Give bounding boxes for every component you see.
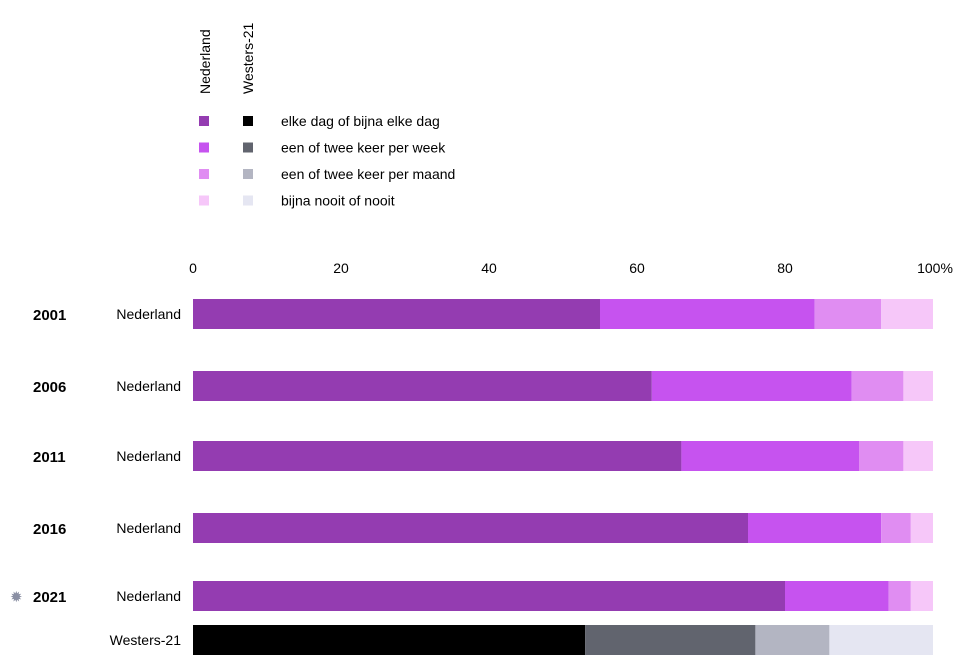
legend-swatch-westers-21-3 — [243, 195, 253, 206]
bar-segment-2016-3 — [910, 513, 933, 543]
legend-swatch-nederland-0 — [199, 116, 209, 126]
bar-segment-2006-1 — [651, 371, 852, 401]
bar-segment-2006-3 — [903, 371, 933, 401]
legend-label: een of twee keer per week — [281, 140, 446, 156]
x-tick-label: 0 — [189, 260, 197, 276]
legend-column-nederland: Nederland — [197, 29, 213, 94]
bar-segment-2001-0 — [193, 299, 600, 329]
row-labels: Nederland 2001 Nederland 2006 Nederland 2011 N… — [10, 306, 181, 648]
legend-label: bijna nooit of nooit — [281, 193, 395, 209]
bar-segment-2021-1 — [785, 581, 889, 611]
row-year-label: 2016 — [33, 521, 66, 538]
bar-segment-westers-21-0 — [193, 625, 586, 655]
bar-segment-westers-21-1 — [585, 625, 756, 655]
row-group-label: Nederland — [116, 378, 181, 394]
bar-segment-2016-0 — [193, 513, 748, 543]
legend-swatch-westers-21-0 — [243, 116, 253, 126]
bar-segment-2001-3 — [881, 299, 933, 329]
row-year-label: 2006 — [33, 379, 66, 396]
bar-segment-2006-0 — [193, 371, 652, 401]
row-group-label: Nederland — [116, 448, 181, 464]
bar-segment-2016-1 — [748, 513, 882, 543]
row-group-label: Nederland — [116, 588, 181, 604]
bar-segment-2011-3 — [903, 441, 933, 471]
row-year-label: 2001 — [33, 307, 66, 324]
x-axis: 0 20 40 60 80 100% — [189, 260, 953, 276]
x-tick-label: 20 — [333, 260, 349, 276]
x-tick-label: 40 — [481, 260, 497, 276]
bar-segment-2021-3 — [910, 581, 933, 611]
legend: Nederland Westers-21 elke dag of bijna e… — [197, 22, 455, 208]
bar-segment-westers-21-2 — [755, 625, 830, 655]
legend-column-westers-21: Westers-21 — [240, 22, 256, 94]
bar-segment-2021-0 — [193, 581, 785, 611]
legend-swatch-westers-21-2 — [243, 169, 253, 179]
bar-segment-2001-1 — [600, 299, 815, 329]
legend-swatch-nederland-2 — [199, 169, 209, 179]
bar-segment-2016-2 — [881, 513, 911, 543]
legend-swatch-nederland-3 — [199, 195, 209, 206]
row-year-label: 2021 — [33, 589, 66, 606]
row-group-label: Westers-21 — [110, 632, 182, 648]
sun-icon: ✹ — [10, 589, 23, 606]
row-group-label: Nederland — [116, 306, 181, 322]
bar-segment-2001-2 — [814, 299, 882, 329]
bar-segment-2011-1 — [681, 441, 859, 471]
x-tick-label: 100% — [917, 260, 953, 276]
legend-label: een of twee keer per maand — [281, 166, 455, 182]
bar-segment-2021-2 — [888, 581, 911, 611]
bar-segment-2011-2 — [859, 441, 904, 471]
legend-swatch-nederland-1 — [199, 142, 209, 153]
bar-segment-2011-0 — [193, 441, 682, 471]
legend-label: elke dag of bijna elke dag — [281, 113, 440, 129]
bar-segment-2006-2 — [851, 371, 904, 401]
bars — [193, 299, 933, 655]
row-year-label: 2011 — [33, 449, 66, 466]
x-tick-label: 60 — [629, 260, 645, 276]
x-tick-label: 80 — [777, 260, 793, 276]
legend-swatch-westers-21-1 — [243, 142, 253, 153]
row-group-label: Nederland — [116, 520, 181, 536]
bar-segment-westers-21-3 — [829, 625, 933, 655]
